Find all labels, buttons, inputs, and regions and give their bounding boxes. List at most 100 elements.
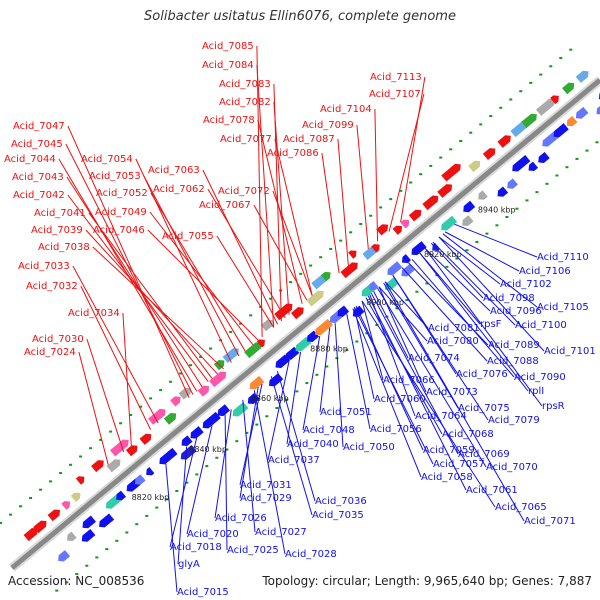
reverse-gene-label: Acid_7031 (240, 480, 292, 491)
forward-leader-line (207, 188, 286, 319)
forward-gene-shape (376, 224, 389, 236)
tick-mark-lower (235, 440, 239, 443)
reverse-gene-shape (497, 186, 509, 197)
map-title: Solibacter usitatus Ellin6076, complete … (144, 9, 456, 24)
tick-mark-upper (39, 488, 43, 491)
reverse-leader-line (419, 252, 481, 325)
forward-gene-shape (163, 413, 177, 425)
reverse-gene-label: Acid_7105 (537, 302, 589, 313)
reverse-gene (411, 241, 427, 256)
reverse-gene (58, 550, 71, 562)
tick-mark-lower (525, 199, 529, 202)
forward-leader-line (256, 64, 275, 328)
reverse-gene-shape (528, 161, 539, 172)
label-layer: 8820 kbp 8840 kbp 8860 kbp 8880 kbp 8900 kbp… (4, 41, 596, 598)
tick-mark-lower (65, 581, 69, 584)
reverse-gene-shape (99, 513, 115, 528)
forward-gene (340, 262, 358, 279)
forward-gene (468, 160, 481, 173)
tick-mark-lower (265, 415, 269, 418)
tick-mark-lower (445, 265, 449, 268)
reverse-gene-shape (369, 280, 379, 291)
forward-gene (408, 209, 422, 222)
reverse-gene-shape (337, 305, 350, 317)
forward-gene (521, 113, 537, 129)
reverse-gene (401, 264, 415, 277)
reverse-gene-label: Acid_7018 (170, 542, 222, 553)
forward-gene (306, 290, 324, 307)
tick-mark-lower (585, 149, 589, 152)
reverse-leader-line (267, 361, 290, 461)
reverse-leader-line (401, 267, 488, 362)
reverse-gene (575, 106, 589, 119)
forward-gene-shape (274, 303, 293, 321)
forward-gene (274, 303, 293, 321)
forward-leader-line (216, 235, 275, 328)
tick-mark-upper (249, 314, 253, 317)
forward-gene (91, 460, 104, 473)
forward-gene-shape (371, 244, 380, 253)
forward-gene (170, 396, 181, 407)
forward-leader-line (150, 192, 246, 352)
forward-gene (437, 184, 453, 198)
reverse-gene-shape (268, 373, 284, 387)
tick-mark-lower (135, 523, 139, 526)
reverse-gene (566, 115, 578, 127)
forward-gene (163, 413, 177, 425)
forward-gene (376, 224, 389, 236)
reverse-gene (528, 161, 539, 172)
forward-gene (256, 339, 265, 348)
tick-mark-upper (469, 131, 473, 134)
forward-gene-shape (408, 209, 422, 222)
tick-mark-lower (355, 340, 359, 343)
reverse-gene-label: Acid_7028 (285, 549, 337, 560)
reverse-gene (99, 513, 115, 528)
forward-leader-line (388, 93, 425, 232)
reverse-leader-line (242, 399, 256, 533)
tick-mark-lower (575, 157, 579, 160)
forward-gene (222, 348, 239, 363)
forward-leader-line (72, 265, 159, 424)
forward-gene (562, 82, 575, 95)
tick-mark-upper (489, 115, 493, 118)
tick-mark-lower (485, 232, 489, 235)
tick-mark-upper (189, 364, 193, 367)
tick-mark-lower (115, 539, 119, 542)
reverse-gene-shape (566, 115, 578, 127)
reverse-gene-label: Acid_7096 (490, 306, 542, 317)
forward-gene-label: Acid_7084 (202, 60, 254, 71)
tick-mark-upper (129, 413, 133, 416)
reverse-gene-label: Acid_7081 (428, 323, 480, 334)
tick-mark-upper (339, 239, 343, 242)
forward-gene (536, 98, 555, 116)
tick-mark-upper (149, 397, 153, 400)
tick-mark-upper (0, 521, 3, 524)
forward-gene (139, 433, 152, 445)
forward-gene-shape (75, 476, 85, 485)
reverse-gene-shape (512, 155, 531, 172)
reverse-leader-line (346, 313, 371, 430)
forward-leader-line (78, 351, 109, 465)
tick-mark-upper (429, 164, 433, 167)
tick-mark-upper (59, 472, 63, 475)
forward-gene (422, 195, 439, 211)
forward-gene-shape (148, 408, 166, 425)
tick-mark-lower (75, 573, 79, 576)
reverse-gene-label: Acid_7051 (320, 407, 372, 418)
reverse-gene-label: Acid_7068 (442, 429, 494, 440)
reverse-gene (497, 186, 509, 197)
reverse-leader-line (276, 370, 316, 502)
reverse-leader-line (361, 300, 384, 381)
forward-gene (371, 244, 380, 253)
reverse-gene-shape (146, 467, 155, 476)
reverse-gene-label: Acid_7079 (488, 415, 540, 426)
tick-mark-lower (395, 307, 399, 310)
forward-gene-label: Acid_7043 (12, 172, 64, 183)
forward-gene-label: Acid_7047 (13, 121, 65, 132)
forward-gene-label: Acid_7082 (219, 97, 271, 108)
reverse-leader-line (419, 252, 529, 392)
tick-mark-lower (505, 216, 509, 219)
reverse-gene (167, 447, 178, 458)
coordinate-label: 8920 kbp (424, 250, 462, 259)
tick-mark-lower (515, 207, 519, 210)
